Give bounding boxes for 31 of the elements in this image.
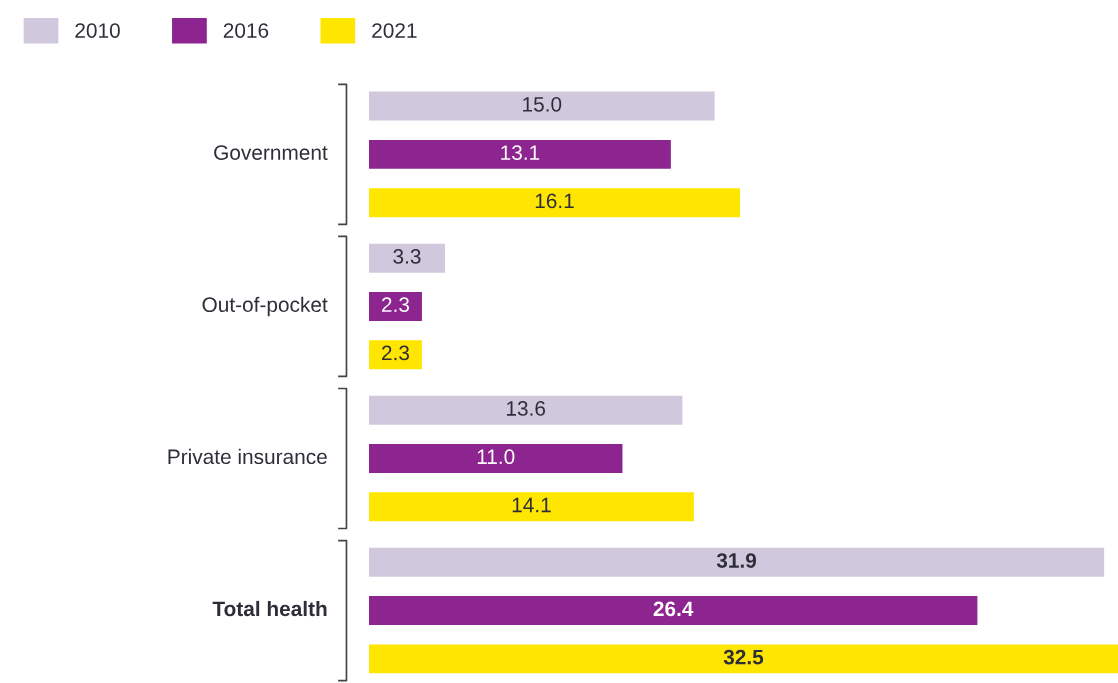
legend-label: 2010 xyxy=(75,23,120,38)
data-label: 13.6 xyxy=(506,401,546,416)
bar xyxy=(368,444,623,473)
y-tick-label: Private insurance xyxy=(168,448,327,465)
bar xyxy=(368,243,445,273)
bar xyxy=(368,188,741,218)
data-label: 14.1 xyxy=(512,497,551,513)
bar xyxy=(368,547,1105,577)
data-label: 16.1 xyxy=(535,193,574,209)
data-label: 13.1 xyxy=(501,145,540,160)
data-label: 31.9 xyxy=(716,553,757,568)
bar xyxy=(368,291,422,321)
data-label: 2.3 xyxy=(382,297,410,313)
data-label: 2.3 xyxy=(382,345,410,361)
bar xyxy=(368,91,715,121)
bar xyxy=(368,644,1118,674)
data-label: 3.3 xyxy=(393,249,421,264)
legend-label: 2021 xyxy=(372,23,417,38)
y-tick-label: Total health xyxy=(212,600,327,617)
legend-label: 2016 xyxy=(223,23,269,38)
data-label: 32.5 xyxy=(723,649,764,665)
y-tick-label: Out-of-pocket xyxy=(202,296,328,317)
data-label: 26.4 xyxy=(653,601,694,617)
bar xyxy=(368,596,978,626)
bar xyxy=(368,395,683,425)
bar xyxy=(368,139,671,169)
data-label: 11.0 xyxy=(477,449,515,465)
y-tick-label: Government xyxy=(214,145,328,160)
bar xyxy=(368,492,694,522)
data-label: 15.0 xyxy=(523,96,562,112)
bar xyxy=(368,340,422,370)
